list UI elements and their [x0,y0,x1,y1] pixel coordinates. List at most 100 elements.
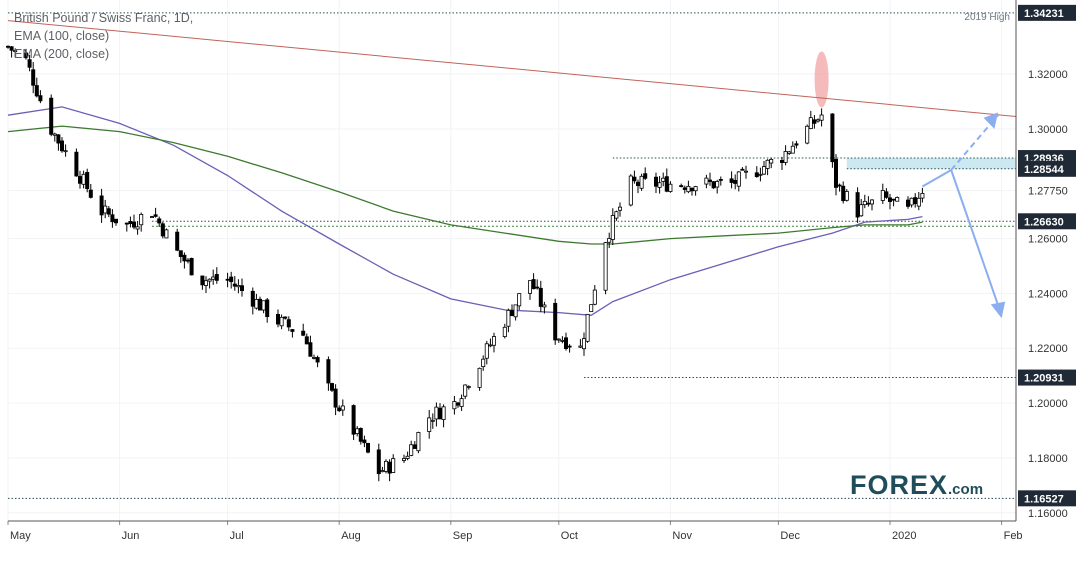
candle-body [636,181,641,186]
candle-body [250,290,255,307]
candle-body [110,214,115,223]
candle-body [859,204,864,217]
resistance-zone [846,158,1016,169]
candle-body [106,208,111,215]
candle-body [711,181,716,189]
candle-body [466,386,471,388]
candle-body [733,180,738,184]
candle-body [639,175,644,189]
ema100-legend: EMA (100, close) [14,29,110,43]
projection-arrow-down [950,169,1003,316]
candle-body [517,293,522,307]
candle-body [682,187,687,190]
candle-body [380,470,385,473]
candle-body [578,345,583,348]
candle-body [315,357,320,363]
candle-body [139,213,144,226]
candle-body [916,197,921,207]
candle-body [841,185,846,202]
candle-body [488,344,493,347]
candle-body [668,183,673,192]
candle-body [311,357,316,359]
x-tick-label: May [10,530,31,542]
candle-body [207,278,212,282]
candle-body [409,444,414,456]
chart-title: British Pound / Swiss Franc, 1D, [14,11,194,25]
candle-body [920,193,925,199]
candle-body [542,304,547,308]
y-tick-label: 1.20000 [1028,398,1068,410]
price-label-bg [1018,213,1076,230]
candle-body [463,384,468,397]
price-label: 1.26630 [1024,216,1064,228]
candle-body [49,97,54,135]
candle-body [175,231,180,251]
candle-body [376,449,381,475]
candle-body [484,343,489,359]
candle-body [506,309,511,327]
candle-body [308,342,313,357]
candle-body [254,299,259,309]
candle-body [816,119,821,122]
candle-body [538,287,543,307]
candle-body [762,166,767,175]
y-tick-label: 1.26000 [1028,234,1068,246]
price-label: 1.28544 [1024,164,1065,176]
y-tick-label: 1.16000 [1028,508,1068,520]
candle-body [708,179,713,182]
candle-body [326,359,331,384]
price-label: 1.20931 [1024,373,1064,385]
arrow-head [990,301,1006,319]
candle-body [794,143,799,146]
candle-body [866,202,871,205]
candle-body [880,190,885,201]
candle-body [265,299,270,318]
candle-body [765,159,770,169]
candle-body [589,304,594,313]
candle-body [560,340,565,342]
candle-body [693,186,698,192]
candle-body [211,276,216,280]
candle-body [610,215,615,240]
candle-body [607,238,612,243]
y-tick-label: 1.22000 [1028,343,1068,355]
candle-body [870,199,875,205]
candle-body [358,428,363,442]
candle-body [513,304,518,318]
candle-body [52,133,57,136]
candle-body [452,401,457,410]
candle-body [913,197,918,205]
chart-legend: British Pound / Swiss Franc, 1D, EMA (10… [14,9,193,63]
candle-body [891,198,896,201]
ema200-line [7,125,923,245]
candle-body [383,460,388,472]
candle-body [679,185,684,187]
candle-body [455,402,460,406]
y-tick-label: 1.27750 [1028,186,1068,198]
candle-body [783,151,788,163]
candle-body [329,383,334,391]
trendline [7,20,1017,118]
ema200-legend: EMA (200, close) [14,47,110,61]
x-tick-label: Aug [341,530,361,542]
candle-body [491,336,496,346]
candle-body [74,151,79,177]
candle-body [844,191,849,201]
spike-highlight [814,51,829,108]
candle-body [286,319,291,328]
candle-body [528,280,533,294]
candle-body [884,191,889,198]
candle-body [261,300,266,311]
candle-body [333,388,338,408]
candle-body [355,428,360,434]
price-label-bg [1018,160,1076,177]
price-label-bg [1018,369,1076,386]
candle-body [592,289,597,305]
candle-body [301,330,306,336]
y-tick-label: 1.18000 [1028,453,1068,465]
candle-body [618,206,623,211]
candle-body [754,172,759,178]
candle-body [225,278,230,281]
candle-body [6,45,11,48]
